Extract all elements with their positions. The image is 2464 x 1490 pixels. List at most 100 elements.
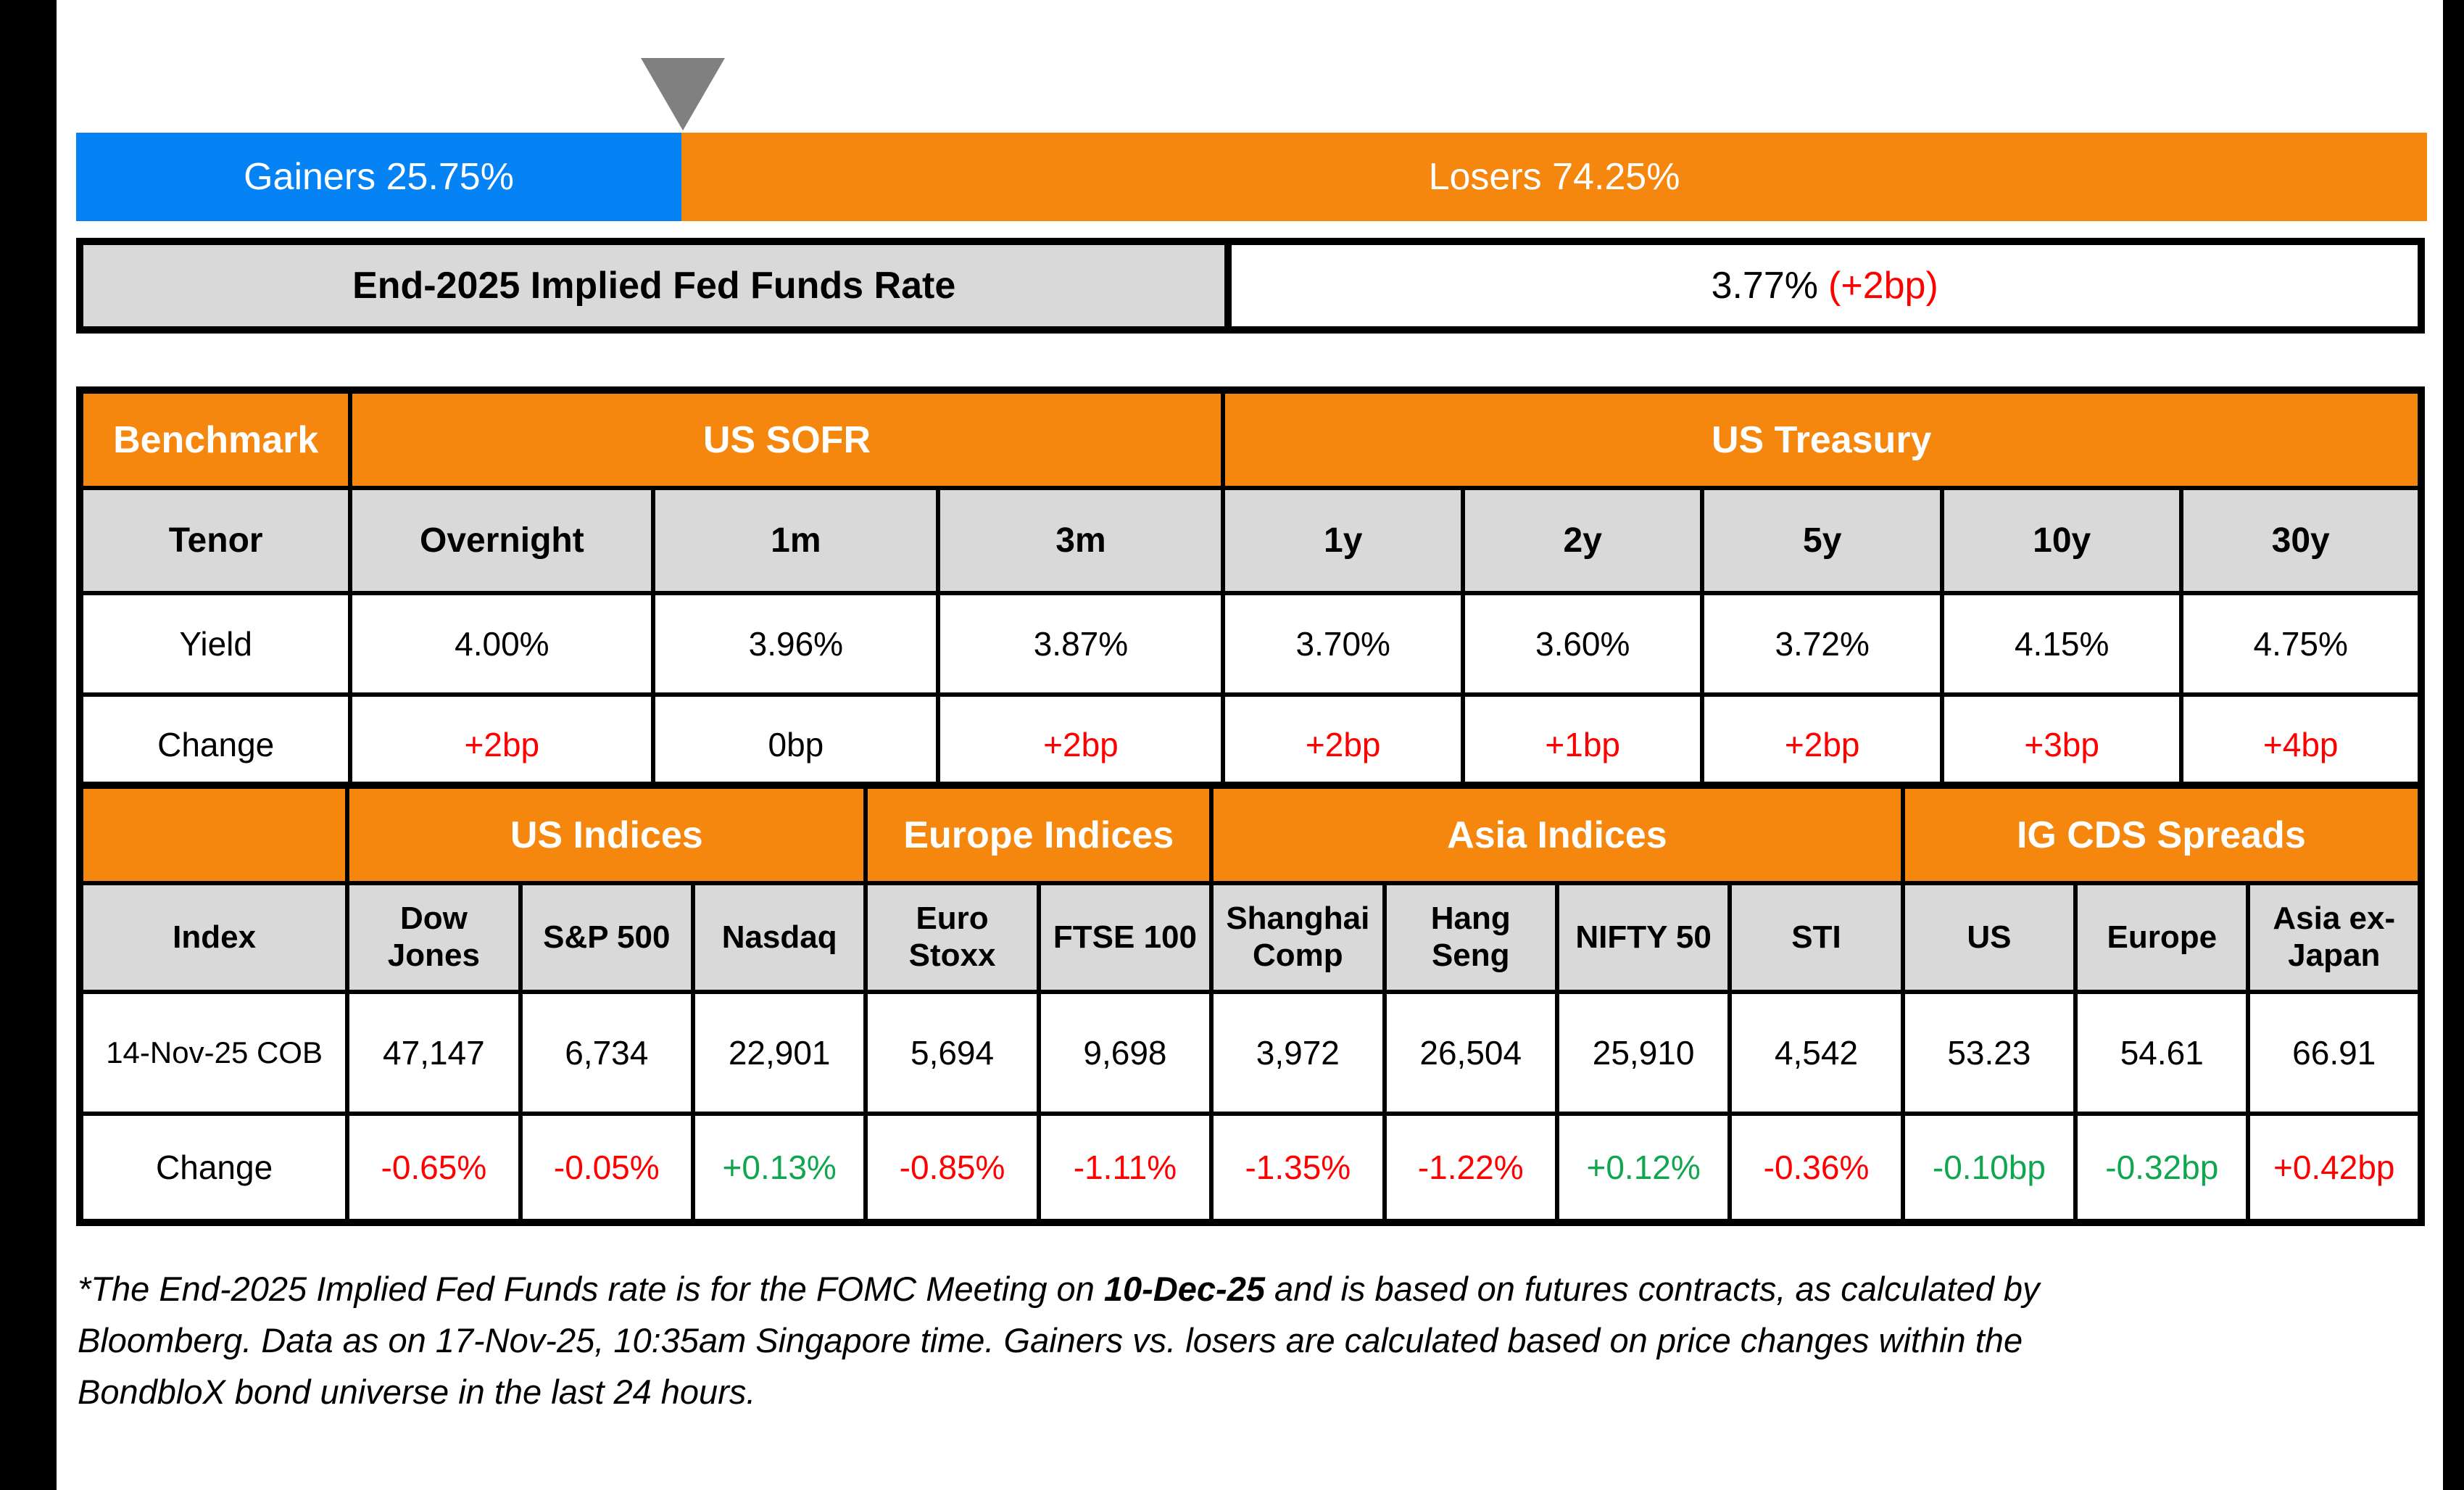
index-name-cell: FTSE 100	[1036, 881, 1214, 994]
tenor-cell: 5y	[1700, 486, 1944, 595]
footnote-bold-date: 10-Dec-25	[1103, 1270, 1265, 1308]
change-row-label: Change	[77, 692, 353, 798]
yield-cell: 3.70%	[1221, 591, 1465, 697]
index-row-label: Index	[77, 881, 350, 994]
value-cell: 25,910	[1554, 990, 1733, 1116]
fed-funds-value: 3.77%	[1711, 265, 1819, 307]
yield-cell: 4.75%	[2179, 591, 2423, 697]
change-cell: +3bp	[1939, 692, 2184, 798]
index-name-cell: Asia ex-Japan	[2246, 881, 2423, 994]
change-cell: -1.22%	[1382, 1112, 1559, 1225]
change-cell: -0.85%	[863, 1112, 1041, 1225]
indices-table: US Indices Europe Indices Asia Indices I…	[76, 782, 2425, 1226]
change-cell: -0.10bp	[1900, 1112, 2078, 1225]
change-cell: -1.35%	[1209, 1112, 1387, 1225]
change-cell: +2bp	[348, 692, 656, 798]
group-europe-indices: Europe Indices	[863, 783, 1214, 885]
benchmark-group-header-row: Benchmark US SOFR US Treasury	[77, 388, 2423, 490]
tenor-cell: 2y	[1460, 486, 1705, 595]
group-ig-cds-spreads: IG CDS Spreads	[1900, 783, 2424, 885]
change-cell: -0.36%	[1727, 1112, 1905, 1225]
footnote-text: *The End-2025 Implied Fed Funds rate is …	[78, 1270, 1104, 1308]
index-name-cell: S&P 500	[518, 881, 695, 994]
index-name-cell: Shanghai Comp	[1209, 881, 1387, 994]
yield-cell: 4.15%	[1939, 591, 2184, 697]
value-cell: 4,542	[1727, 990, 1905, 1116]
tenor-cell: 1y	[1221, 486, 1465, 595]
yield-cell: 3.60%	[1460, 591, 1705, 697]
change-cell: +2bp	[1700, 692, 1944, 798]
change-cell: -0.65%	[345, 1112, 523, 1225]
yield-row-label: Yield	[77, 591, 353, 697]
yield-cell: 3.87%	[936, 591, 1226, 697]
index-name-cell: STI	[1727, 881, 1905, 994]
change-cell: +0.13%	[690, 1112, 868, 1225]
footnote-line-2: Bloomberg. Data as on 17-Nov-25, 10:35am…	[78, 1321, 2023, 1359]
change-cell: 0bp	[651, 692, 941, 798]
footnote: *The End-2025 Implied Fed Funds rate is …	[78, 1263, 2426, 1417]
index-name-cell: Hang Seng	[1382, 881, 1559, 994]
change-cell: +4bp	[2179, 692, 2423, 798]
value-cell: 53.23	[1900, 990, 2078, 1116]
index-name-cell: NIFTY 50	[1554, 881, 1733, 994]
change-cell: -1.11%	[1036, 1112, 1214, 1225]
tenor-cell: 10y	[1939, 486, 2184, 595]
value-cell: 9,698	[1036, 990, 1214, 1116]
tenor-cell: 30y	[2179, 486, 2423, 595]
fed-funds-label-cell: End-2025 Implied Fed Funds Rate	[76, 238, 1225, 334]
change-cell: -0.05%	[518, 1112, 695, 1225]
fed-funds-change: (+2bp)	[1828, 265, 1938, 307]
date-row-label: 14-Nov-25 COB	[77, 990, 350, 1116]
index-name-cell: Nasdaq	[690, 881, 868, 994]
tenor-cell: 1m	[651, 486, 941, 595]
tenor-row-label: Tenor	[77, 486, 353, 595]
group-us-treasury: US Treasury	[1221, 388, 2423, 490]
index-name-cell: Euro Stoxx	[863, 881, 1041, 994]
value-cell: 5,694	[863, 990, 1041, 1116]
value-cell: 54.61	[2073, 990, 2251, 1116]
yield-cell: 4.00%	[348, 591, 656, 697]
yield-cell: 3.72%	[1700, 591, 1944, 697]
gainers-label: Gainers 25.75%	[244, 156, 514, 198]
index-name-cell: US	[1900, 881, 2078, 994]
fed-funds-label: End-2025 Implied Fed Funds Rate	[352, 265, 956, 307]
gainers-segment: Gainers 25.75%	[76, 133, 682, 221]
index-name-cell: Dow Jones	[345, 881, 523, 994]
yield-row: Yield 4.00% 3.96% 3.87% 3.70% 3.60% 3.72…	[77, 591, 2423, 697]
change-cell: +0.12%	[1554, 1112, 1733, 1225]
fed-funds-value-cell: 3.77% (+2bp)	[1224, 238, 2425, 334]
change-cell: +2bp	[936, 692, 1226, 798]
index-name-cell: Europe	[2073, 881, 2251, 994]
yield-cell: 3.96%	[651, 591, 941, 697]
change-cell: +0.42bp	[2246, 1112, 2423, 1225]
index-name-row: Index Dow Jones S&P 500 Nasdaq Euro Stox…	[77, 881, 2423, 994]
close-values-row: 14-Nov-25 COB 47,147 6,734 22,901 5,694 …	[77, 990, 2423, 1116]
indices-change-row: Change -0.65% -0.05% +0.13% -0.85% -1.11…	[77, 1112, 2423, 1225]
change-cell: -0.32bp	[2073, 1112, 2251, 1225]
footnote-line-1: *The End-2025 Implied Fed Funds rate is …	[78, 1263, 2426, 1315]
tenor-row: Tenor Overnight 1m 3m 1y 2y 5y 10y 30y	[77, 486, 2423, 595]
change-cell: +1bp	[1460, 692, 1705, 798]
bar-pointer-triangle-icon	[641, 58, 725, 131]
footnote-line-3: BondbloX bond universe in the last 24 ho…	[78, 1373, 756, 1411]
benchmark-corner-cell: Benchmark	[77, 388, 353, 490]
losers-segment: Losers 74.25%	[681, 133, 2427, 221]
gainers-losers-bar: Gainers 25.75% Losers 74.25%	[76, 133, 2427, 221]
change-row-label: Change	[77, 1112, 350, 1225]
benchmark-change-row: Change +2bp 0bp +2bp +2bp +1bp +2bp +3bp…	[77, 692, 2423, 798]
left-edge-strip	[0, 0, 57, 1490]
indices-group-header-row: US Indices Europe Indices Asia Indices I…	[77, 783, 2424, 885]
fed-funds-row: End-2025 Implied Fed Funds Rate 3.77% (+…	[76, 238, 2425, 334]
group-us-indices: US Indices	[345, 783, 868, 885]
tenor-cell: Overnight	[348, 486, 656, 595]
value-cell: 66.91	[2246, 990, 2423, 1116]
value-cell: 22,901	[690, 990, 868, 1116]
value-cell: 47,147	[345, 990, 523, 1116]
right-edge-strip	[2443, 0, 2464, 1490]
indices-corner-cell	[77, 783, 350, 885]
tenor-cell: 3m	[936, 486, 1226, 595]
value-cell: 26,504	[1382, 990, 1559, 1116]
footnote-text: and is based on futures contracts, as ca…	[1265, 1270, 2040, 1308]
losers-label: Losers 74.25%	[1428, 156, 1680, 198]
